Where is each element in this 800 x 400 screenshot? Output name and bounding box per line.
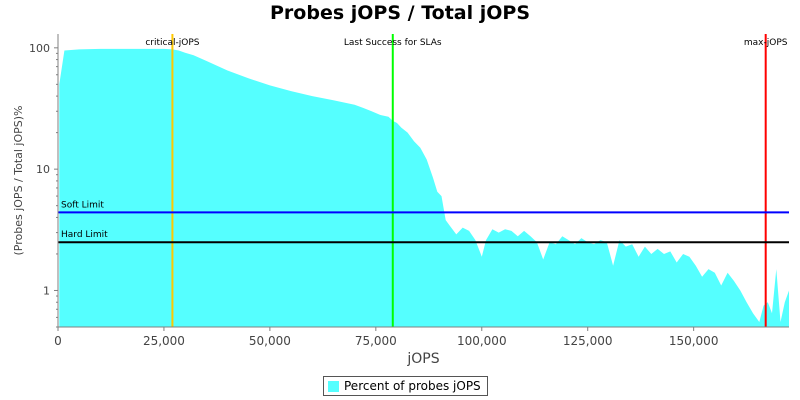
- x-tick-label: 25,000: [143, 334, 185, 348]
- area-series-probes-jops: [59, 48, 790, 328]
- chart-title: Probes jOPS / Total jOPS: [270, 2, 530, 24]
- legend-label: Percent of probes jOPS: [344, 379, 481, 393]
- y-tick-label: 10: [36, 163, 50, 176]
- vline-label-max-jops: max-jOPS: [744, 38, 788, 48]
- vline-label-last-success-for-slas: Last Success for SLAs: [344, 38, 442, 48]
- x-tick-label: 100,000: [457, 334, 507, 348]
- vline-label-critical-jops: critical-jOPS: [145, 38, 199, 48]
- legend-swatch: [328, 380, 339, 392]
- y-axis-title: (Probes jOPS / Total jOPS)%: [12, 105, 25, 255]
- y-tick-label: 100: [29, 42, 50, 55]
- hline-label-soft-limit: Soft Limit: [61, 200, 104, 210]
- x-tick-label: 150,000: [669, 334, 719, 348]
- x-axis-title: jOPS: [406, 351, 439, 367]
- x-tick-label: 75,000: [355, 334, 397, 348]
- x-tick-label: 50,000: [249, 334, 291, 348]
- hline-label-hard-limit: Hard Limit: [61, 230, 108, 240]
- x-tick-label: 0: [54, 334, 62, 348]
- legend: Percent of probes jOPS: [323, 376, 488, 396]
- x-tick-label: 125,000: [563, 334, 613, 348]
- y-tick-label: 1: [43, 284, 50, 297]
